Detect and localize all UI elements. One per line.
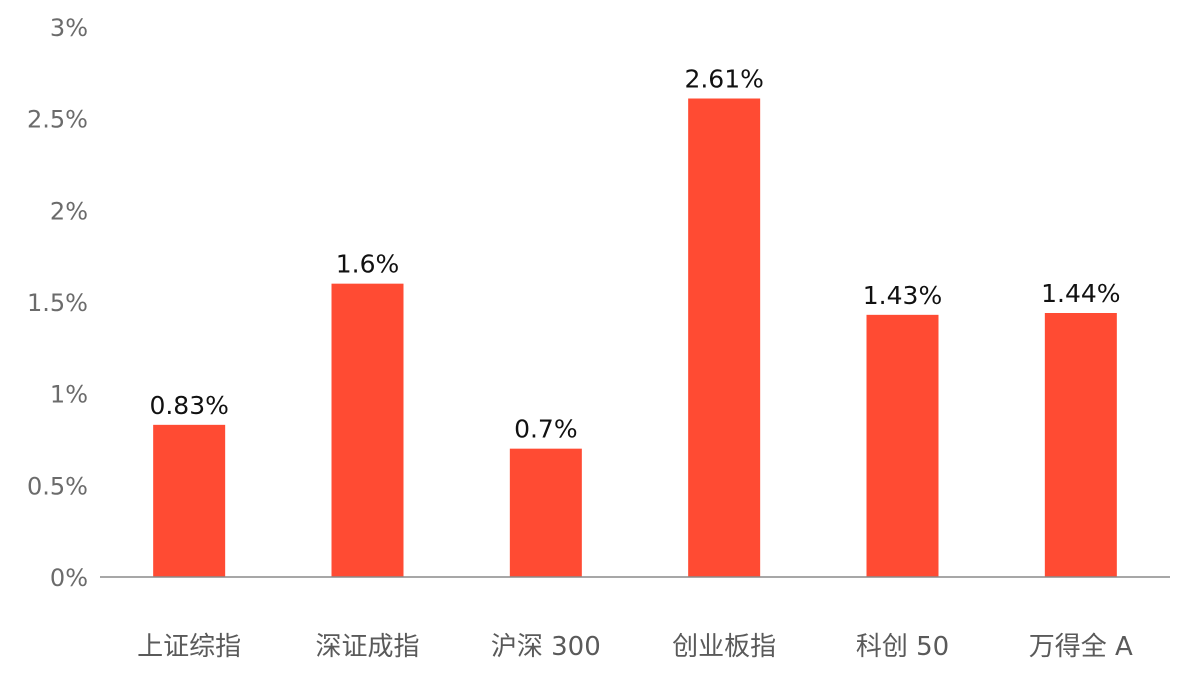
bar	[866, 314, 939, 577]
y-axis: 0% 0.5% 1% 1.5% 2% 2.5% 3%	[27, 14, 88, 592]
y-tick-label: 1.5%	[27, 289, 88, 317]
x-tick-label: 上证综指	[137, 632, 241, 662]
bar	[331, 283, 404, 577]
x-axis: 上证综指 深证成指 沪深 300 创业板指 科创 50 万得全 A	[137, 632, 1133, 662]
bar	[688, 98, 761, 577]
x-tick-label: 科创 50	[856, 632, 949, 662]
data-label: 1.43%	[863, 281, 942, 310]
bar	[509, 448, 582, 577]
y-tick-label: 0.5%	[27, 472, 88, 500]
y-tick-label: 3%	[50, 14, 88, 42]
x-tick-label: 沪深 300	[491, 632, 601, 662]
data-label: 0.83%	[149, 391, 228, 420]
data-label: 2.61%	[684, 65, 763, 94]
bars	[153, 98, 1117, 577]
x-tick-label: 深证成指	[315, 632, 419, 662]
y-tick-label: 1%	[50, 381, 88, 409]
y-tick-label: 0%	[50, 564, 88, 592]
data-label: 1.6%	[336, 250, 400, 279]
x-tick-label: 万得全 A	[1029, 632, 1133, 662]
bar	[1044, 313, 1117, 577]
value-labels: 0.83% 1.6% 0.7% 2.61% 1.43% 1.44%	[149, 65, 1120, 444]
y-tick-label: 2%	[50, 197, 88, 225]
data-label: 0.7%	[514, 415, 578, 444]
bar	[153, 424, 226, 577]
y-tick-label: 2.5%	[27, 106, 88, 134]
data-label: 1.44%	[1041, 279, 1120, 308]
x-tick-label: 创业板指	[672, 632, 776, 662]
